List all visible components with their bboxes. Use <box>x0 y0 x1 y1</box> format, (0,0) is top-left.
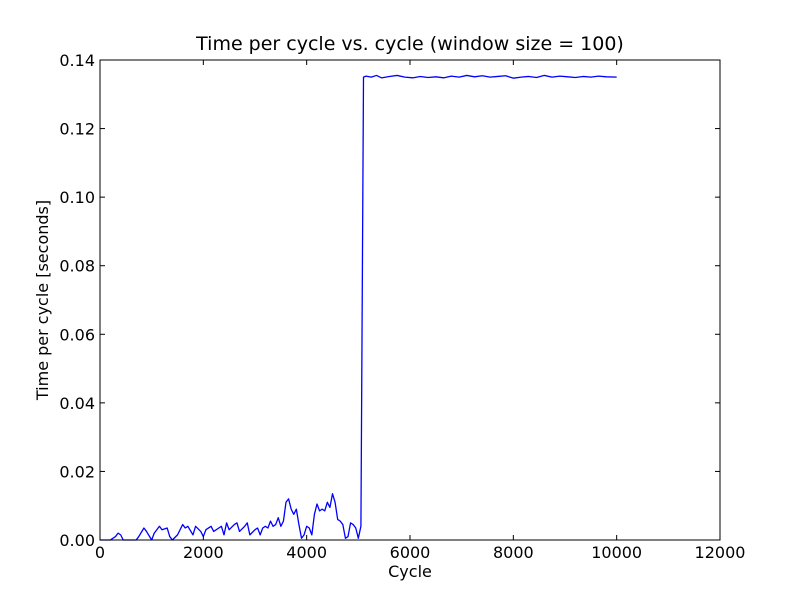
y-tick-label: 0.04 <box>59 394 95 413</box>
series-line <box>100 74 617 541</box>
x-tick-label: 4000 <box>286 543 327 562</box>
plot-area: 0 2000 4000 6000 8000 10000 12000 0.00 0.02 0.04… <box>59 51 745 562</box>
y-tick-label: 0.00 <box>59 531 95 550</box>
x-tick-label: 2000 <box>183 543 224 562</box>
y-tick-label: 0.08 <box>59 257 95 276</box>
x-axis-label: Cycle <box>388 562 432 581</box>
x-tick-label: 12000 <box>695 543 746 562</box>
x-axis-ticks: 0 2000 4000 6000 8000 10000 12000 <box>95 60 746 562</box>
y-tick-label: 0.10 <box>59 188 95 207</box>
y-axis-ticks: 0.00 0.02 0.04 0.06 0.08 0.10 0.12 0.14 <box>59 51 720 550</box>
x-tick-label: 8000 <box>493 543 534 562</box>
y-axis-label: Time per cycle [seconds] <box>33 200 52 401</box>
plot-background <box>100 60 720 540</box>
y-tick-label: 0.14 <box>59 51 95 70</box>
x-tick-label: 0 <box>95 543 105 562</box>
x-tick-label: 10000 <box>591 543 642 562</box>
x-tick-label: 6000 <box>390 543 431 562</box>
chart-title: Time per cycle vs. cycle (window size = … <box>195 33 624 55</box>
y-tick-label: 0.12 <box>59 120 95 139</box>
y-tick-label: 0.02 <box>59 462 95 481</box>
y-tick-label: 0.06 <box>59 325 95 344</box>
